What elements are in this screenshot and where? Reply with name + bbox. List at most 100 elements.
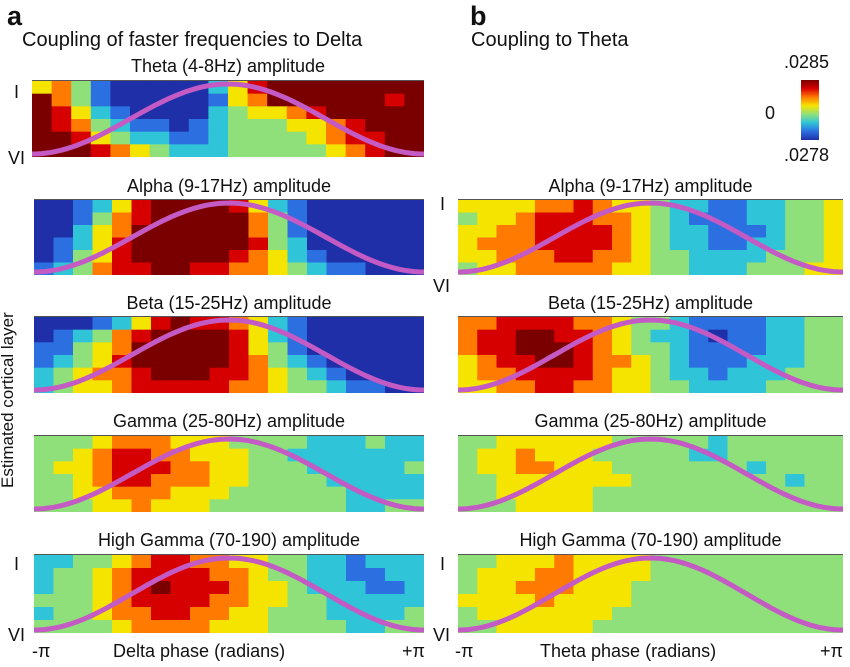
heatmap-cell	[727, 555, 748, 569]
heatmap-cell	[365, 594, 386, 608]
heatmap-cell	[112, 342, 133, 356]
panel-letter-a: a	[7, 1, 23, 31]
heatmap-cell	[650, 581, 671, 595]
heatmap-cell	[669, 380, 690, 393]
heatmap-cell	[650, 448, 671, 462]
heatmap-cell	[385, 250, 406, 264]
heatmap-cell	[112, 317, 133, 331]
heatmap-cell	[51, 119, 72, 133]
heatmap-cell	[535, 200, 555, 214]
heatmap-cell	[785, 555, 806, 569]
heatmap-cell	[228, 131, 249, 145]
phase-curve	[458, 436, 843, 512]
heatmap-cell	[669, 448, 690, 462]
heatmap-cell	[515, 461, 536, 475]
heatmap-cell	[477, 329, 498, 343]
heatmap-cell	[477, 461, 498, 475]
heatmap-cell	[307, 380, 328, 393]
heatmap-cell	[458, 581, 478, 595]
heatmap-cell	[823, 237, 843, 251]
heatmap-cell	[34, 250, 55, 264]
heatmap-cell	[631, 212, 652, 226]
heatmap-cell	[267, 119, 288, 133]
heatmap-cell	[689, 225, 709, 239]
heatmap-cell	[365, 448, 386, 462]
heatmap-cell	[689, 581, 709, 595]
heatmap-cell	[535, 329, 555, 343]
heatmap-cell	[612, 329, 632, 343]
heatmap-cell	[573, 594, 594, 608]
heatmap-cell	[384, 106, 405, 120]
heatmap-cell	[170, 237, 191, 251]
heatmap-cell	[746, 436, 767, 450]
heatmap-cell	[669, 461, 690, 475]
heatmap-cell	[823, 317, 843, 331]
heatmap-cell	[112, 555, 133, 569]
heatmap-panel	[458, 316, 843, 393]
heatmap-cell	[90, 119, 111, 133]
heatmap-cell	[766, 317, 786, 331]
heatmap-cell	[458, 317, 478, 331]
heatmap-cell	[34, 581, 55, 595]
heatmap-cell	[209, 225, 230, 239]
heatmap-cell	[804, 225, 825, 239]
heatmap-cell	[727, 200, 748, 214]
heatmap-cell	[746, 225, 767, 239]
heatmap-cell	[631, 355, 652, 369]
panel-b-title: Coupling to Theta	[471, 29, 629, 51]
heatmap-cell	[515, 329, 536, 343]
heatmap-cell	[766, 380, 786, 393]
heatmap-cell	[689, 342, 709, 356]
heatmap-cell	[496, 448, 517, 462]
heatmap-panel	[34, 554, 424, 633]
heatmap-cell	[477, 448, 498, 462]
heatmap-title: Alpha (9-17Hz) amplitude	[548, 176, 753, 196]
heatmap-cell	[708, 620, 729, 633]
heatmap-cell	[326, 93, 347, 107]
heatmap-cell	[573, 620, 594, 633]
heatmap-cell	[345, 106, 366, 120]
layer-label-top: I	[14, 82, 20, 102]
heatmap-cell	[496, 568, 517, 582]
heatmap-cell	[477, 250, 498, 264]
heatmap-cell	[268, 250, 289, 264]
heatmap-cell	[287, 607, 308, 621]
heatmap-cell	[804, 342, 825, 356]
heatmap-cell	[515, 225, 536, 239]
heatmap-cell	[766, 461, 786, 475]
heatmap-cell	[307, 555, 328, 569]
heatmap-cell	[188, 119, 209, 133]
heatmap-cell	[92, 499, 113, 512]
heatmap-cell	[496, 474, 517, 488]
heatmap-cell	[248, 225, 269, 239]
heatmap-cell	[190, 607, 211, 621]
heatmap-cell	[151, 607, 172, 621]
heatmap-cell	[804, 200, 825, 214]
heatmap-cell	[209, 461, 230, 475]
heatmap-cell	[650, 594, 671, 608]
heatmap-cell	[71, 119, 92, 133]
heatmap-cell	[170, 620, 191, 633]
heatmap-cell	[804, 367, 825, 381]
heatmap-cell	[286, 131, 307, 145]
x-tick-left: -π	[32, 641, 51, 661]
heatmap-cell	[385, 448, 406, 462]
heatmap-cell	[170, 262, 191, 275]
heatmap-cell	[151, 594, 172, 608]
heatmap-cell	[823, 461, 843, 475]
heatmap-cell	[149, 144, 170, 157]
heatmap-cell	[326, 568, 347, 582]
heatmap-cell	[326, 367, 347, 381]
y-axis-label: Estimated cortical layer	[0, 312, 17, 488]
heatmap-cell	[209, 342, 230, 356]
heatmap-cell	[345, 81, 366, 95]
heatmap-cell	[248, 448, 269, 462]
heatmap-cell	[515, 380, 536, 393]
heatmap-cell	[689, 250, 709, 264]
heatmap-cell	[149, 81, 170, 95]
heatmap-cell	[612, 474, 632, 488]
heatmap-cell	[458, 555, 478, 569]
heatmap-cell	[248, 342, 269, 356]
heatmap-cell	[287, 250, 308, 264]
heatmap-svg	[32, 81, 424, 157]
